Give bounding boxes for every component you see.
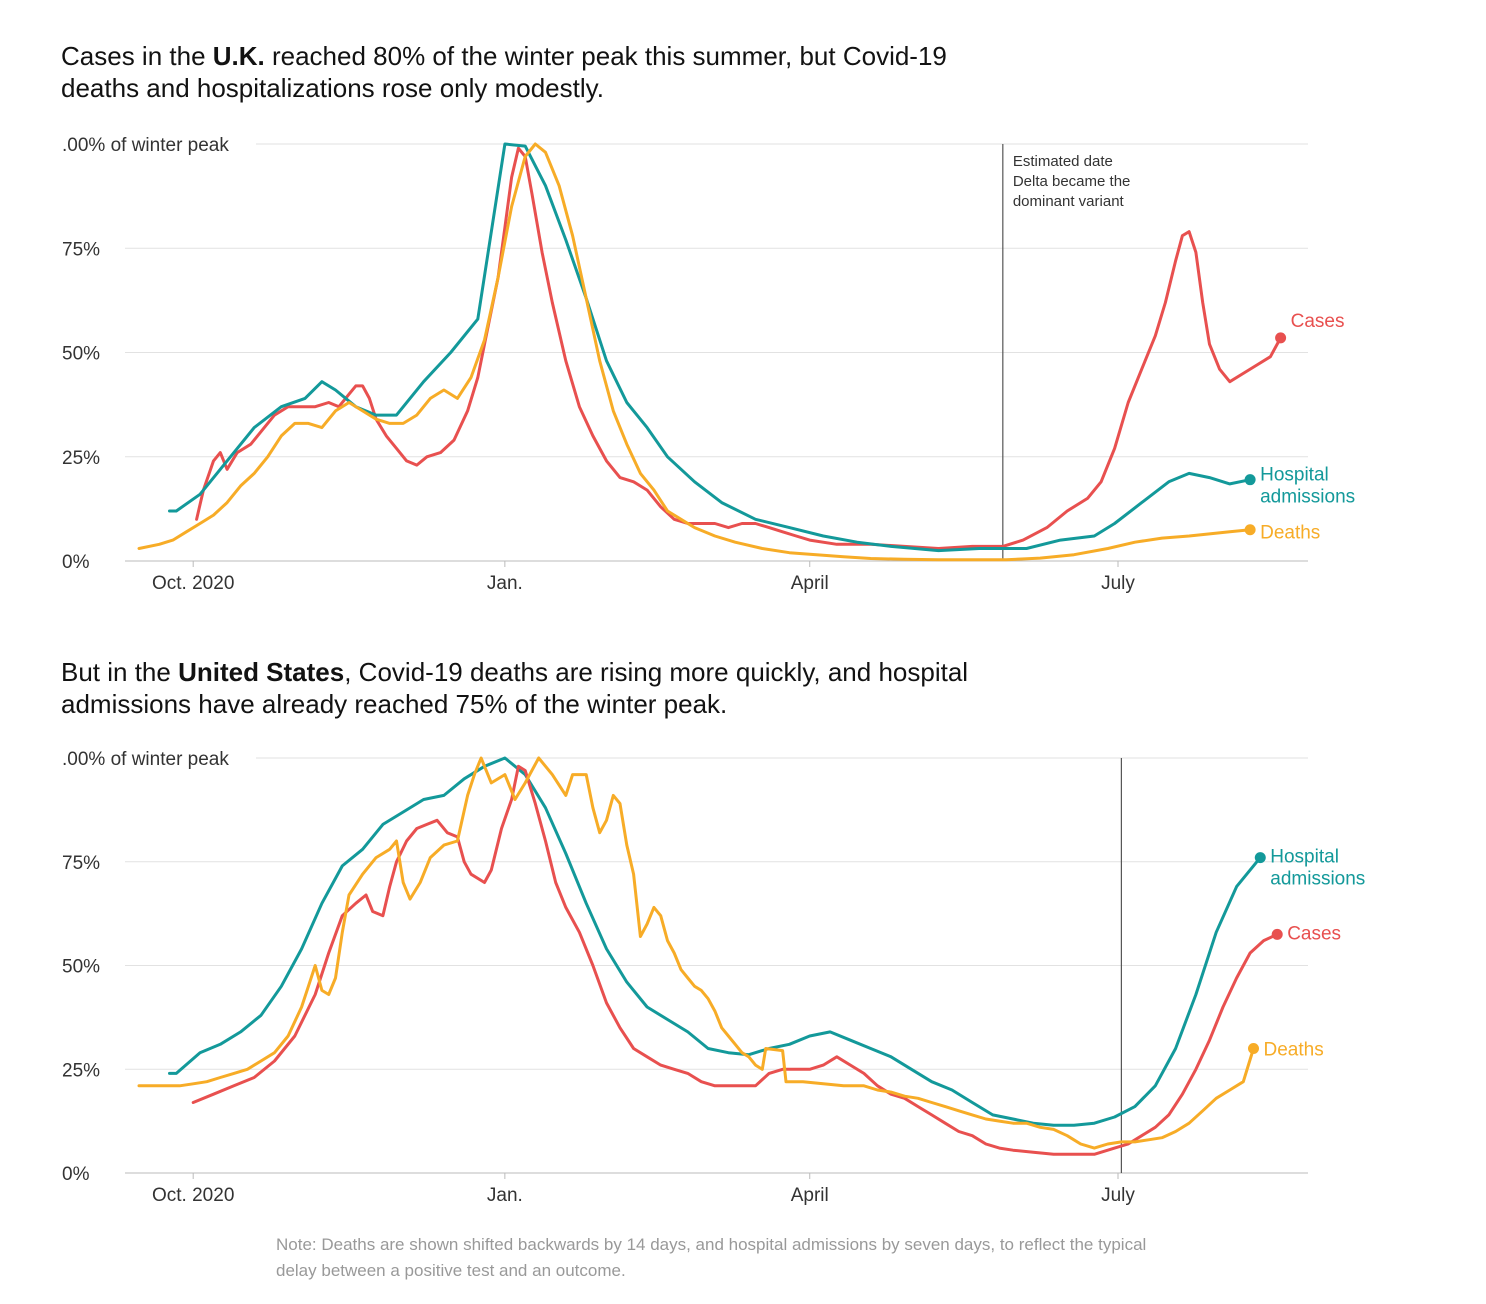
annotation-text: dominant variant	[1013, 193, 1125, 210]
y-tick-label: 75%	[62, 853, 100, 874]
x-tick-label: April	[791, 1185, 829, 1206]
us-deaths-end-dot	[1248, 1043, 1260, 1054]
us-headline: But in the United States, Covid-19 death…	[61, 656, 1021, 720]
us-hospital-end-dot	[1254, 852, 1266, 864]
uk-hospital-label: Hospital	[1260, 465, 1329, 486]
chart-note: Note: Deaths are shown shifted backwards…	[276, 1235, 1147, 1280]
x-tick-label: July	[1101, 1185, 1135, 1206]
x-tick-label: April	[791, 573, 829, 594]
y-tick-label: 50%	[62, 344, 100, 365]
uk-chart: 0% 25% 50% 75% .00% of winter peak Oct. 2020 J…	[62, 135, 1355, 594]
us-cases-line	[191, 764, 1279, 1156]
uk-headline: Cases in the U.K. reached 80% of the win…	[61, 40, 1021, 104]
uk-headline-post: reached 80% of the winter peak this summ…	[61, 41, 947, 103]
y-tick-label: 25%	[62, 1060, 100, 1081]
us-headline-pre: But in the	[61, 657, 179, 687]
y-tick-label: 0%	[62, 552, 90, 573]
us-hospital-label: admissions	[1270, 869, 1365, 890]
us-deaths-label: Deaths	[1264, 1040, 1324, 1061]
x-tick-label: Jan.	[487, 1185, 523, 1206]
x-tick-label: July	[1101, 573, 1135, 594]
us-hospital-label: Hospital	[1270, 847, 1339, 868]
uk-cases-line	[195, 146, 1283, 550]
uk-deaths-label: Deaths	[1260, 523, 1320, 544]
uk-headline-bold: U.K.	[212, 41, 265, 71]
y-tick-label: 75%	[62, 239, 100, 260]
x-tick-label: Jan.	[487, 573, 523, 594]
uk-headline-pre: Cases in the	[61, 41, 213, 71]
us-cases-end-dot	[1271, 928, 1283, 940]
us-headline-bold: United States	[178, 657, 345, 687]
uk-hospital-label: admissions	[1260, 487, 1355, 508]
x-tick-label: Oct. 2020	[152, 1185, 234, 1206]
us-hospital-line	[168, 756, 1262, 1127]
uk-hospital-end-dot	[1244, 474, 1256, 486]
annotation-text: Delta became the	[1013, 173, 1131, 190]
us-cases-label: Cases	[1287, 923, 1341, 944]
uk-deaths-line	[137, 142, 1252, 562]
uk-deaths-end-dot	[1244, 524, 1256, 536]
y-tick-label: .00% of winter peak	[62, 135, 229, 156]
us-headline-post: , Covid-19 deaths are rising more quickl…	[61, 657, 969, 719]
uk-cases-label: Cases	[1291, 311, 1345, 332]
x-tick-label: Oct. 2020	[152, 573, 234, 594]
us-deaths-line	[137, 756, 1255, 1150]
y-tick-label: .00% of winter peak	[62, 749, 229, 770]
annotation-text: Estimated date	[1013, 153, 1113, 170]
y-tick-label: 50%	[62, 957, 100, 978]
uk-cases-end-dot	[1275, 332, 1287, 344]
y-tick-label: 25%	[62, 448, 100, 469]
uk-hospital-line	[168, 142, 1252, 553]
y-tick-label: 0%	[62, 1164, 90, 1185]
